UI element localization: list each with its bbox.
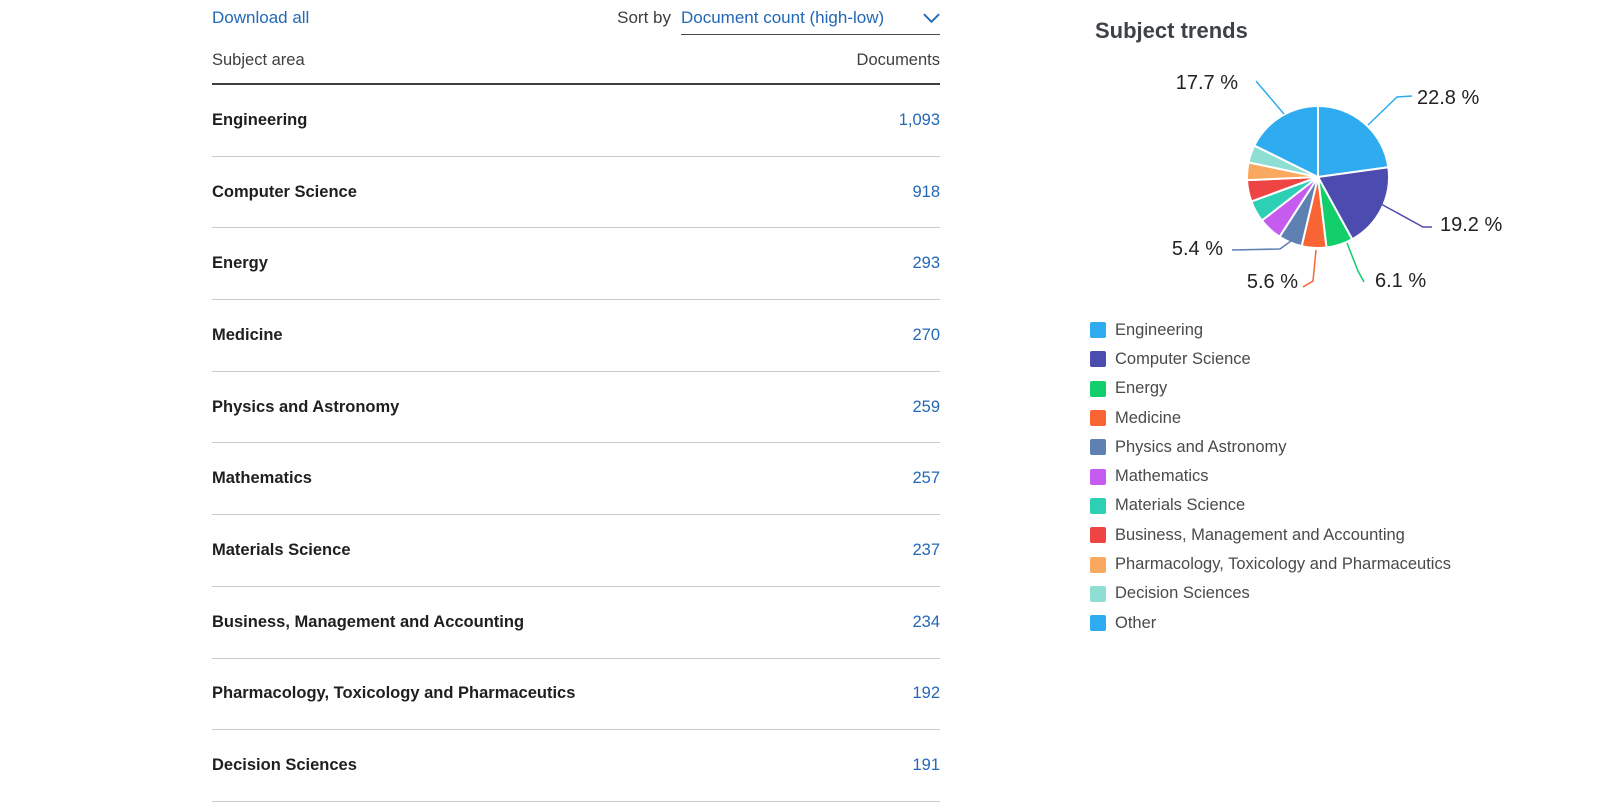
subject-area-label: Pharmacology, Toxicology and Pharmaceuti… [212, 684, 576, 703]
document-count-link[interactable]: 192 [912, 684, 940, 703]
legend-label: Energy [1115, 379, 1168, 398]
legend-item-materials-science[interactable]: Materials Science [1090, 496, 1451, 515]
legend-item-other[interactable]: Other [1090, 613, 1451, 632]
legend-label: Pharmacology, Toxicology and Pharmaceuti… [1115, 555, 1451, 574]
pie-slice-other[interactable] [1253, 105, 1319, 178]
table-body: Engineering 1,093 Computer Science 918 Energ… [212, 85, 940, 802]
table-row: Business, Management and Accounting 234 [212, 587, 940, 659]
table-row: Medicine 270 [212, 300, 940, 372]
legend-item-decision-sciences[interactable]: Decision Sciences [1090, 584, 1451, 603]
subject-area-label: Medicine [212, 325, 283, 344]
legend-label: Other [1115, 613, 1157, 632]
callout-line-computer-science [1369, 197, 1432, 228]
sort-by-label: Sort by [617, 8, 671, 27]
legend-swatch [1090, 497, 1106, 514]
document-count-link[interactable]: 259 [912, 397, 940, 416]
legend-item-business-management-and-accounting[interactable]: Business, Management and Accounting [1090, 525, 1451, 544]
legend-label: Mathematics [1115, 467, 1209, 486]
legend-swatch [1090, 585, 1106, 602]
percent-label-energy: 6.1 % [1375, 270, 1426, 292]
callout-line-energy [1346, 242, 1365, 283]
legend-swatch [1090, 351, 1106, 368]
legend-swatch [1090, 527, 1106, 544]
documents-by-subject-table: Download all Sort by Document count (hig… [212, 0, 940, 802]
table-toolbar: Download all Sort by Document count (hig… [212, 0, 940, 45]
legend-label: Materials Science [1115, 496, 1246, 515]
column-header-subject-area: Subject area [212, 50, 305, 69]
legend-swatch [1090, 615, 1106, 632]
legend-label: Decision Sciences [1115, 584, 1250, 603]
subject-trends-pie-chart: 22.8 % 19.2 % 6.1 % 5.6 % 5.4 % 17.7 % [1172, 72, 1503, 293]
subject-area-label: Mathematics [212, 469, 312, 488]
table-row: Computer Science 918 [212, 157, 940, 229]
legend-label: Engineering [1115, 320, 1204, 339]
document-count-link[interactable]: 237 [912, 540, 940, 559]
table-row: Engineering 1,093 [212, 85, 940, 157]
subject-area-label: Materials Science [212, 540, 351, 559]
legend-swatch [1090, 556, 1106, 573]
percent-label-computer-science: 19.2 % [1440, 214, 1502, 236]
table-row: Physics and Astronomy 259 [212, 372, 940, 444]
legend-swatch [1090, 322, 1106, 339]
legend-label: Computer Science [1115, 349, 1251, 368]
legend-swatch [1090, 410, 1106, 427]
subject-area-label: Engineering [212, 110, 308, 129]
sort-dropdown-value: Document count (high-low) [681, 8, 885, 27]
subject-area-label: Computer Science [212, 182, 357, 201]
legend-item-pharmacology-toxicology-and-pharmaceutics[interactable]: Pharmacology, Toxicology and Pharmaceuti… [1090, 555, 1451, 574]
percent-label-physics-and-astronomy: 5.4 % [1172, 238, 1223, 260]
pie-slice-computer-science[interactable] [1317, 166, 1390, 241]
download-all-link[interactable]: Download all [212, 8, 310, 27]
subject-area-label: Energy [212, 254, 268, 273]
callout-line-other [1255, 80, 1285, 115]
legend-item-medicine[interactable]: Medicine [1090, 408, 1451, 427]
legend-swatch [1090, 468, 1106, 485]
legend-label: Physics and Astronomy [1115, 437, 1287, 456]
table-row: Materials Science 237 [212, 515, 940, 587]
legend-item-energy[interactable]: Energy [1090, 379, 1451, 398]
column-header-documents: Documents [856, 50, 940, 69]
subject-trends-panel: Subject trends 22.8 % 19.2 % 6.1 % 5.6 % 5.4… [1060, 0, 1600, 807]
callout-line-physics-and-astronomy [1231, 240, 1292, 251]
subject-area-label: Physics and Astronomy [212, 397, 400, 416]
legend-label: Business, Management and Accounting [1115, 525, 1405, 544]
chevron-down-icon [923, 13, 940, 23]
document-count-link[interactable]: 234 [912, 612, 940, 631]
legend-swatch [1090, 380, 1106, 397]
chart-legend: Engineering Computer Science Energy Medicin… [1090, 320, 1451, 632]
subject-area-label: Decision Sciences [212, 756, 357, 775]
document-count-link[interactable]: 191 [912, 756, 940, 775]
legend-label: Medicine [1115, 408, 1182, 427]
document-count-link[interactable]: 270 [912, 325, 940, 344]
table-row: Mathematics 257 [212, 443, 940, 516]
legend-item-mathematics[interactable]: Mathematics [1090, 467, 1451, 486]
table-row: Decision Sciences 191 [212, 730, 940, 802]
sort-dropdown[interactable]: Document count (high-low) [681, 8, 940, 35]
subject-area-label: Business, Management and Accounting [212, 612, 525, 631]
table-row: Pharmacology, Toxicology and Pharmaceuti… [212, 659, 940, 731]
sort-by-control: Sort by Document count (high-low) [617, 8, 940, 35]
legend-item-computer-science[interactable]: Computer Science [1090, 349, 1451, 368]
legend-swatch [1090, 439, 1106, 456]
document-count-link[interactable]: 293 [912, 254, 940, 273]
callout-line-engineering [1367, 95, 1413, 126]
percent-label-engineering: 22.8 % [1417, 87, 1479, 109]
document-count-link[interactable]: 1,093 [898, 110, 940, 129]
table-row: Energy 293 [212, 228, 940, 301]
callout-line-medicine [1302, 249, 1317, 288]
document-count-link[interactable]: 918 [912, 182, 940, 201]
chart-title: Subject trends [1095, 18, 1248, 43]
pie-slice-engineering[interactable] [1317, 105, 1390, 178]
legend-item-physics-and-astronomy[interactable]: Physics and Astronomy [1090, 437, 1451, 456]
percent-label-medicine: 5.6 % [1247, 271, 1298, 293]
percent-label-other: 17.7 % [1176, 72, 1238, 94]
legend-item-engineering[interactable]: Engineering [1090, 320, 1451, 339]
document-count-link[interactable]: 257 [912, 469, 940, 488]
table-header: Subject area Documents [212, 45, 940, 85]
